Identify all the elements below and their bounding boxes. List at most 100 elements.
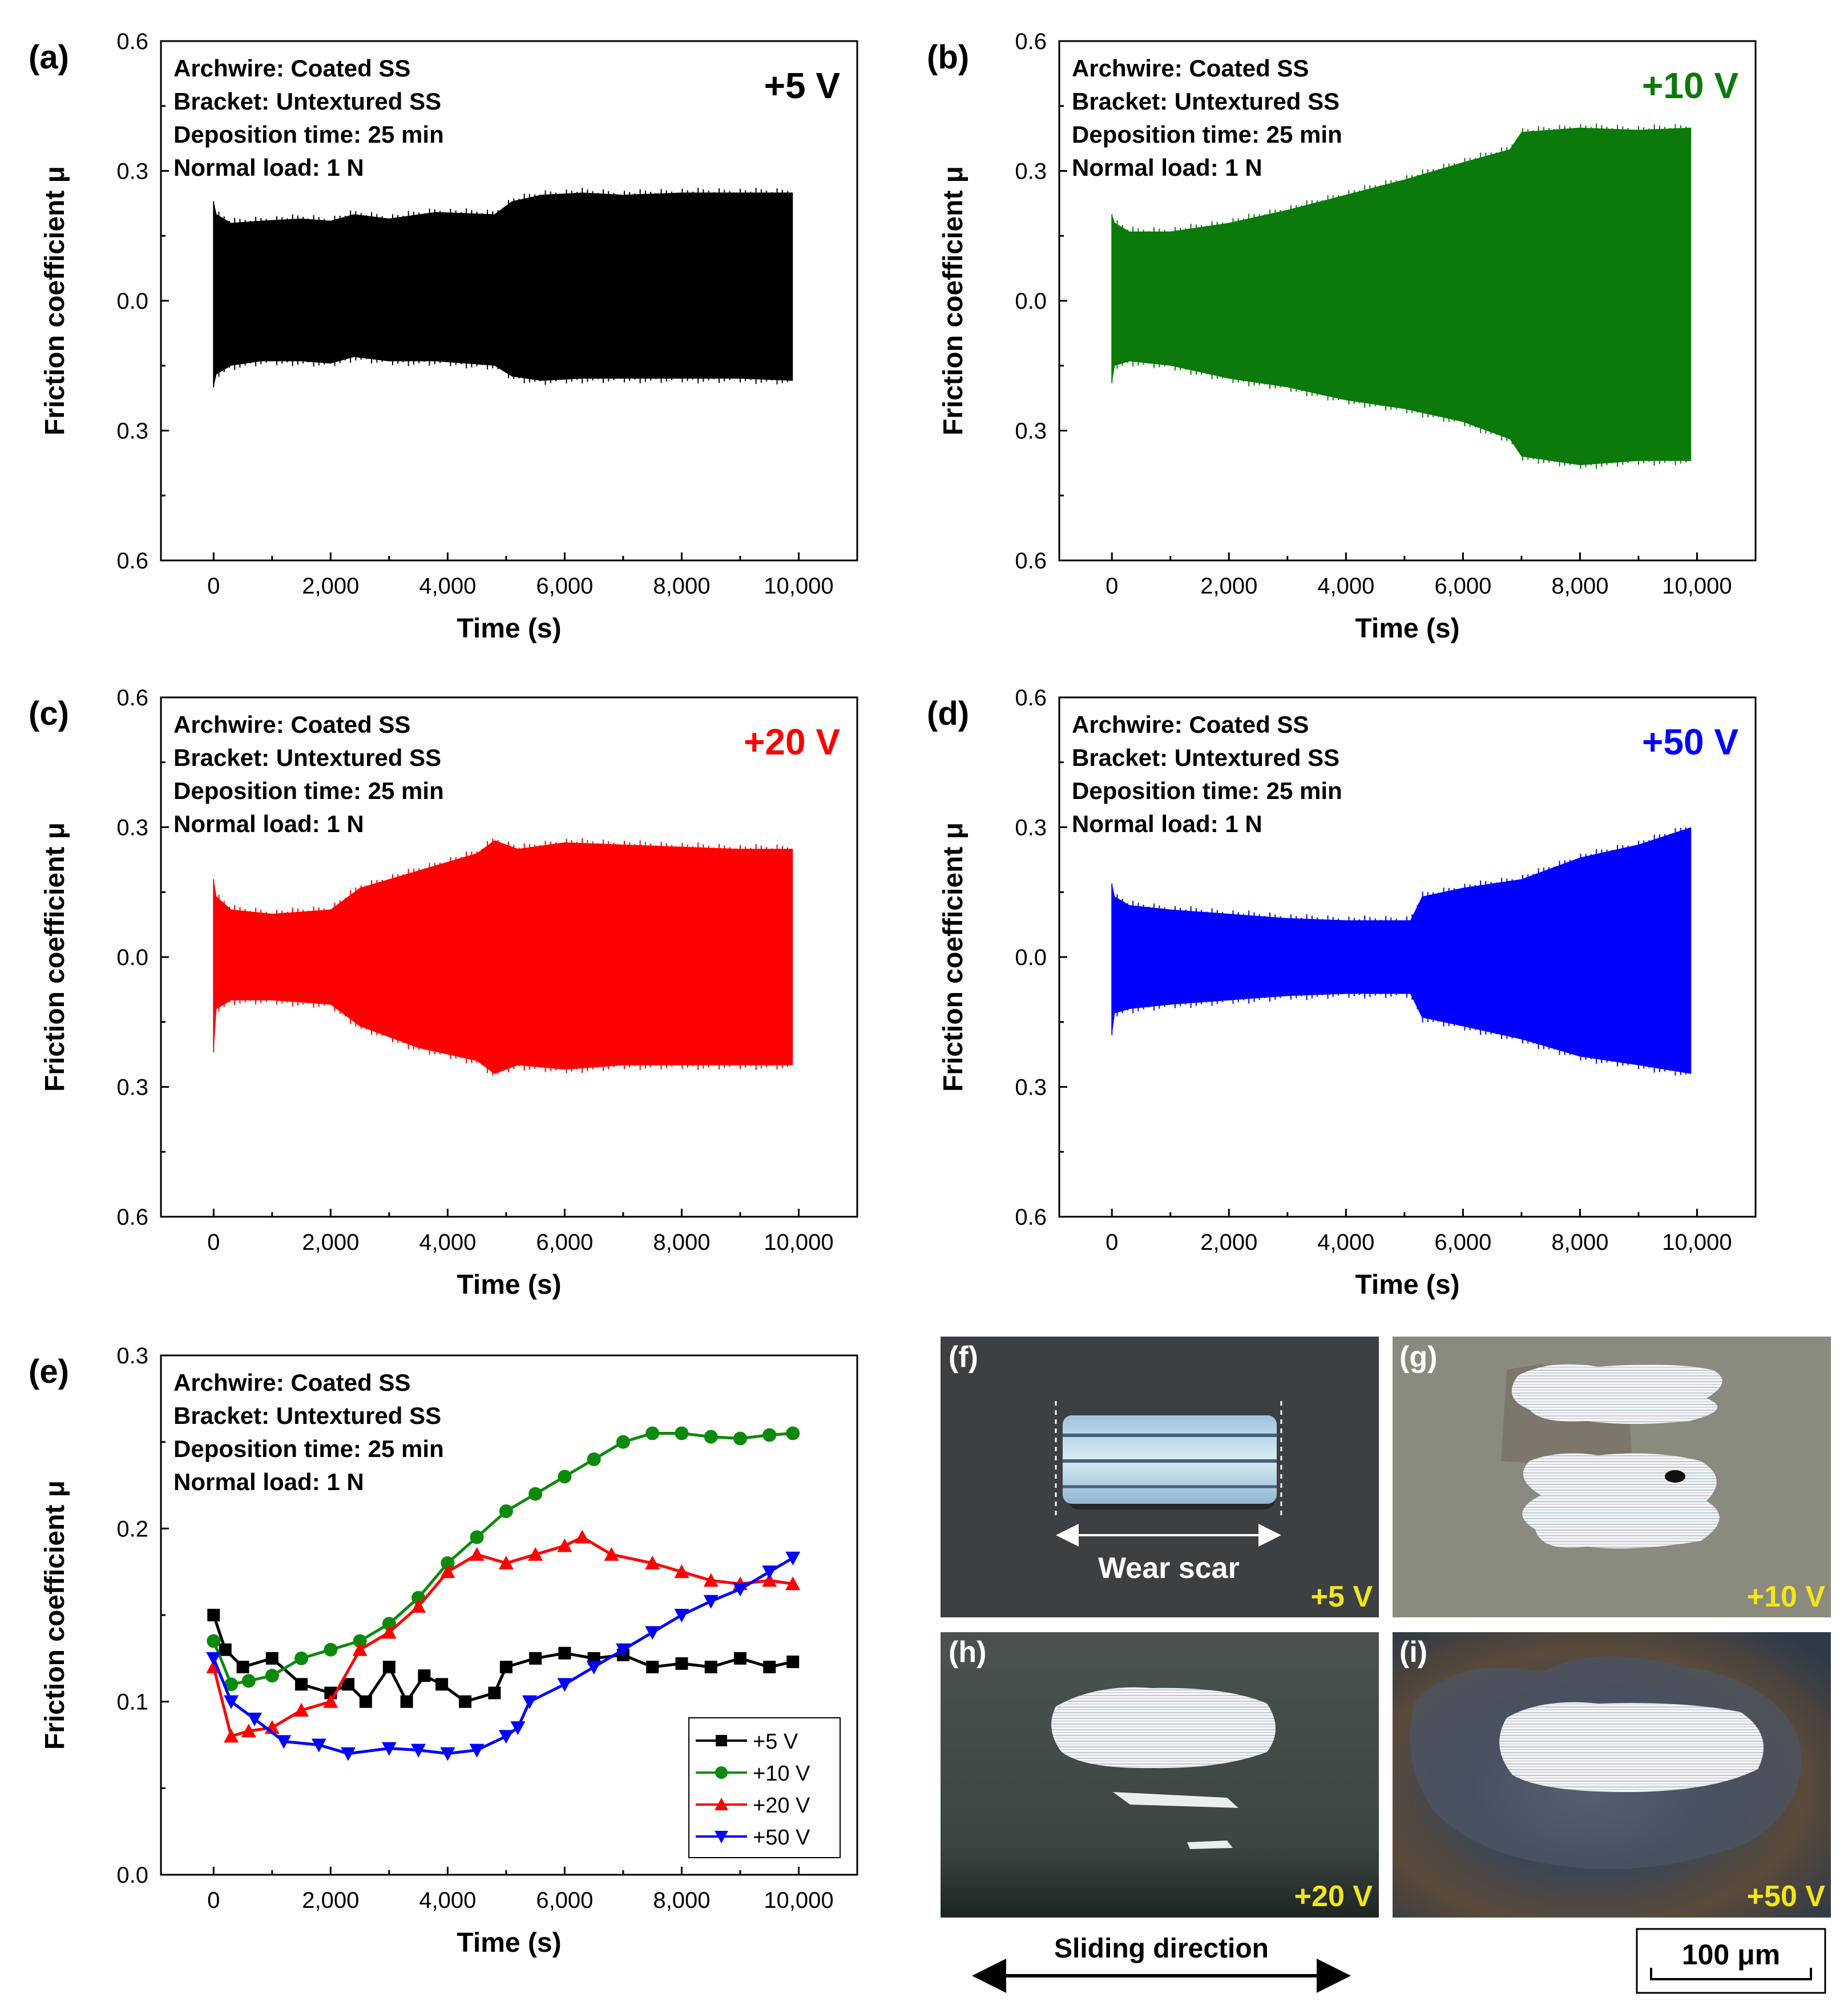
y-tick-label: 0.3	[1015, 419, 1047, 444]
y-tick-label: 0.0	[116, 289, 148, 314]
data-point	[341, 1747, 356, 1761]
y-tick-label: 0.6	[116, 29, 148, 54]
legend-marker	[715, 1766, 728, 1779]
data-point	[529, 1652, 542, 1665]
panel-label: (d)	[927, 695, 969, 732]
panel-label: (a)	[29, 39, 69, 76]
data-point	[586, 1661, 602, 1674]
wear-scar-label: Wear scar	[1098, 1552, 1240, 1585]
data-point	[359, 1695, 372, 1708]
x-tick-label: 0	[1105, 1230, 1118, 1255]
x-tick-label: 6,000	[536, 574, 593, 599]
series-10Vv	[207, 1426, 800, 1692]
y-tick-label: 0.3	[116, 419, 148, 444]
data-point	[418, 1669, 431, 1682]
y-tick-label: 0.6	[1015, 1205, 1047, 1230]
data-point	[575, 1529, 590, 1544]
data-point	[470, 1530, 484, 1544]
info-line: Archwire: Coated SS	[173, 55, 410, 82]
y-tick-label: 0.1	[116, 1690, 148, 1715]
x-axis-label: Time (s)	[457, 1270, 561, 1300]
data-point	[645, 1556, 660, 1569]
x-tick-label: 10,000	[764, 1230, 833, 1255]
photo-i-panel-label: (i)	[1399, 1636, 1427, 1669]
legend-entry: +50 V	[753, 1826, 810, 1850]
data-point	[785, 1576, 801, 1591]
data-point	[459, 1695, 472, 1708]
data-point	[353, 1634, 367, 1648]
scale-bar-box	[1636, 1928, 1826, 1994]
y-tick-label: 0.3	[116, 1343, 148, 1369]
x-tick-label: 0	[207, 1888, 220, 1913]
data-point	[342, 1678, 355, 1691]
data-point	[558, 1646, 571, 1660]
x-tick-label: 4,000	[1317, 1230, 1374, 1255]
legend-marker	[715, 1798, 728, 1810]
data-point	[441, 1556, 455, 1570]
data-point	[400, 1695, 413, 1708]
sliding-direction-label: Sliding direction	[1054, 1934, 1269, 1964]
data-point	[311, 1738, 326, 1753]
data-point	[674, 1564, 689, 1579]
data-point	[224, 1677, 239, 1692]
y-axis-label: Friction coefficient μ	[40, 822, 70, 1092]
data-point	[236, 1661, 249, 1673]
data-point	[498, 1730, 514, 1744]
y-tick-label: 0.3	[116, 816, 148, 841]
x-tick-label: 6,000	[536, 1888, 593, 1913]
y-tick-label: 0.6	[116, 685, 148, 711]
legend-entry: +20 V	[753, 1794, 810, 1818]
data-point	[557, 1678, 572, 1692]
info-line: Archwire: Coated SS	[173, 1369, 410, 1396]
data-point	[323, 1694, 338, 1708]
data-point	[469, 1547, 485, 1561]
x-tick-label: 10,000	[1662, 1230, 1732, 1255]
data-point	[247, 1713, 263, 1726]
data-point	[522, 1695, 537, 1709]
data-point	[762, 1428, 777, 1442]
y-tick-label: 0.6	[116, 1205, 148, 1230]
data-point	[499, 1661, 513, 1673]
series-50Vv	[206, 1551, 801, 1761]
data-point	[528, 1547, 543, 1561]
panel-a: 0 2,000 4,000 6,000 8,000 10,000 0.6 0.3 0.0 0.3 0…	[29, 29, 858, 644]
y-axis-label: Friction coefficient μ	[938, 822, 969, 1092]
x-tick-label: 4,000	[1317, 574, 1374, 599]
y-tick-label: 0.3	[1015, 1075, 1047, 1100]
data-point	[294, 1651, 309, 1665]
data-point	[528, 1487, 543, 1501]
data-point	[704, 1430, 718, 1444]
legend-marker	[715, 1831, 728, 1843]
photo-g-wear-scar-upper	[1511, 1364, 1722, 1424]
photo-h-background	[941, 1632, 1379, 1918]
oscillation-texture	[213, 188, 788, 388]
photo-f-voltage-tag: +5 V	[1311, 1580, 1373, 1613]
data-point	[241, 1724, 256, 1738]
panel-label: (e)	[29, 1353, 69, 1390]
x-tick-label: 6,000	[536, 1230, 593, 1255]
y-tick-label: 0.6	[1015, 685, 1047, 711]
data-point	[265, 1652, 279, 1665]
data-point	[488, 1686, 501, 1700]
legend-marker	[716, 1735, 727, 1746]
data-point	[382, 1661, 396, 1673]
x-tick-label: 2,000	[302, 574, 359, 599]
voltage-tag: +20 V	[744, 721, 840, 762]
series-line	[212, 1535, 793, 1738]
y-axis-label: Friction coefficient μ	[938, 166, 969, 435]
data-point	[382, 1617, 396, 1631]
x-tick-label: 2,000	[302, 1230, 359, 1255]
data-point	[265, 1669, 279, 1683]
data-point	[675, 1426, 689, 1440]
photo-g-voltage-tag: +10 V	[1747, 1580, 1826, 1613]
photo-h-wear-scar	[1051, 1687, 1276, 1769]
x-tick-label: 6,000	[1434, 574, 1491, 599]
x-tick-label: 10,000	[764, 1888, 833, 1913]
data-point	[295, 1678, 308, 1691]
info-line: Normal load: 1 N	[173, 810, 364, 837]
data-point	[558, 1470, 572, 1484]
y-tick-label: 0.6	[1015, 548, 1047, 574]
photo-panel-g: (g) +10 V	[1393, 1337, 1831, 1617]
data-point	[352, 1642, 368, 1656]
data-point	[411, 1743, 426, 1758]
